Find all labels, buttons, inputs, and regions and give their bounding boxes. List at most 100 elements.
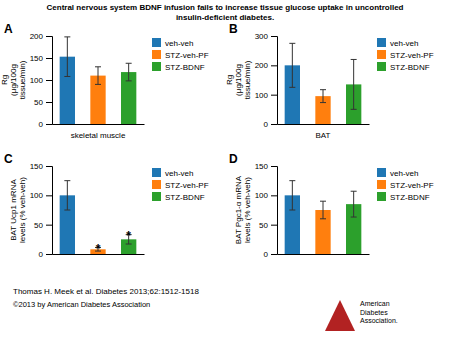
axis-line xyxy=(278,254,370,255)
tick: 300 xyxy=(255,32,277,41)
error-bar xyxy=(320,90,326,103)
legend-item: STZ-BDNF xyxy=(152,62,205,72)
tick-label: 100 xyxy=(255,191,269,200)
tick-mark xyxy=(46,166,52,167)
y-axis: 050100150200 xyxy=(30,32,53,129)
tick-mark xyxy=(271,195,277,196)
tick-mark xyxy=(46,58,52,59)
tick-mark xyxy=(271,166,277,167)
logo-mark xyxy=(325,300,355,331)
error-bar xyxy=(320,201,326,219)
title: Central nervous system BDNF infusion fai… xyxy=(47,3,404,22)
legend-label: veh-veh xyxy=(390,39,418,48)
legend-swatch xyxy=(152,62,161,71)
tick-label: 300 xyxy=(255,32,269,41)
legend: veh-veh STZ-veh-PF STZ-BDNF xyxy=(152,38,209,72)
tick-label: 50 xyxy=(34,98,43,107)
annotation: * xyxy=(96,242,101,256)
panel: 050100150 xyxy=(255,162,370,259)
legend-label: STZ-BDNF xyxy=(165,63,205,72)
logo-text: AmericanDiabetesAssociation. xyxy=(360,300,398,324)
marks xyxy=(285,43,362,124)
tick: 100 xyxy=(255,191,277,200)
legend: veh-veh STZ-veh-PF STZ-BDNF xyxy=(377,168,434,202)
legend-label: STZ-veh-PF xyxy=(390,51,434,60)
tick: 100 xyxy=(255,91,277,100)
axis-line xyxy=(46,167,53,255)
legend-swatch xyxy=(377,168,386,177)
legend-label: veh-veh xyxy=(165,39,193,48)
tick-mark xyxy=(271,225,277,226)
axis-line xyxy=(271,37,278,125)
y-axis-title-line: BAT Pgc1-α mRNA xyxy=(234,175,243,244)
x-axis-title: skeletal muscle xyxy=(71,131,126,140)
tick-mark xyxy=(271,65,277,66)
legend-label: STZ-veh-PF xyxy=(165,51,209,60)
legend-swatch xyxy=(377,192,386,201)
legend-item: veh-veh xyxy=(377,168,418,178)
tick-label: 150 xyxy=(30,162,44,171)
tick-label: 150 xyxy=(30,54,44,63)
legend-item: STZ-veh-PF xyxy=(377,50,434,60)
tick-label: 200 xyxy=(30,32,44,41)
legend-item: STZ-veh-PF xyxy=(377,180,434,190)
tick-mark xyxy=(46,124,52,125)
y-axis-title-line: (μg/100g xyxy=(9,64,18,96)
y-axis-title-line: levels (% veh-veh) xyxy=(243,177,252,243)
tick: 150 xyxy=(30,162,52,171)
legend-swatch xyxy=(377,180,386,189)
legend-label: STZ-veh-PF xyxy=(165,181,209,190)
tick: 200 xyxy=(255,61,277,70)
error-bar xyxy=(351,191,357,217)
axis-line xyxy=(278,124,370,125)
legend-item: STZ-BDNF xyxy=(152,192,205,202)
legend-label: veh-veh xyxy=(390,169,418,178)
legend-swatch xyxy=(152,192,161,201)
y-axis-title-line: BAT Ucp1 mRNA xyxy=(9,179,18,241)
marks xyxy=(285,181,362,254)
tick-mark xyxy=(271,254,277,255)
legend-swatch xyxy=(152,50,161,59)
chart: Central nervous system BDNF infusion fai… xyxy=(0,0,450,338)
tick-label: 150 xyxy=(255,162,269,171)
y-axis-title-line: tissue/min) xyxy=(18,60,27,99)
tick-mark xyxy=(46,195,52,196)
legend-label: STZ-BDNF xyxy=(165,193,205,202)
tick-mark xyxy=(271,95,277,96)
tick-label: 0 xyxy=(39,250,44,259)
y-axis: 0 100 200 300 xyxy=(255,32,278,129)
y-axis-title: Rg(μg/100gtissue/min) xyxy=(0,60,27,99)
y-axis-title: BAT Ucp1 mRNAlevels (% veh-veh) xyxy=(9,177,27,243)
axis-line xyxy=(271,167,278,255)
tick: 0 xyxy=(39,120,52,129)
tick-mark xyxy=(46,36,52,37)
tick: 0 xyxy=(264,120,277,129)
legend-label: STZ-BDNF xyxy=(390,193,430,202)
panel-label: D xyxy=(229,152,238,166)
panel-label: A xyxy=(4,22,13,36)
tick-label: 100 xyxy=(30,191,44,200)
legend-item: STZ-veh-PF xyxy=(152,180,209,190)
annotation: Thomas H. Meek et al. Diabetes 2013;62:1… xyxy=(13,287,199,296)
tick-label: 0 xyxy=(39,120,44,129)
tick-mark xyxy=(271,124,277,125)
legend-item: veh-veh xyxy=(377,38,418,48)
tick-label: 0 xyxy=(264,250,269,259)
tick: 200 xyxy=(30,32,52,41)
panel-label: C xyxy=(4,152,13,166)
tick: 0 xyxy=(264,250,277,259)
error-bar xyxy=(95,67,101,85)
logo-text-line: Association. xyxy=(360,317,398,324)
tick-label: 0 xyxy=(264,120,269,129)
error-bar xyxy=(289,181,295,210)
panel: 050100150** xyxy=(30,162,145,259)
legend-swatch xyxy=(377,38,386,47)
panel: 050100150200 xyxy=(30,32,145,129)
logo-text-line: Diabetes xyxy=(360,309,388,316)
y-axis-title-line: tissue/min) xyxy=(243,60,252,99)
annotation: * xyxy=(126,229,131,243)
legend-item: STZ-BDNF xyxy=(377,192,430,202)
mark-labels: ** xyxy=(96,229,132,256)
tick-label: 100 xyxy=(255,91,269,100)
legend: veh-vehSTZ-veh-PFSTZ-BDNF xyxy=(152,168,209,202)
